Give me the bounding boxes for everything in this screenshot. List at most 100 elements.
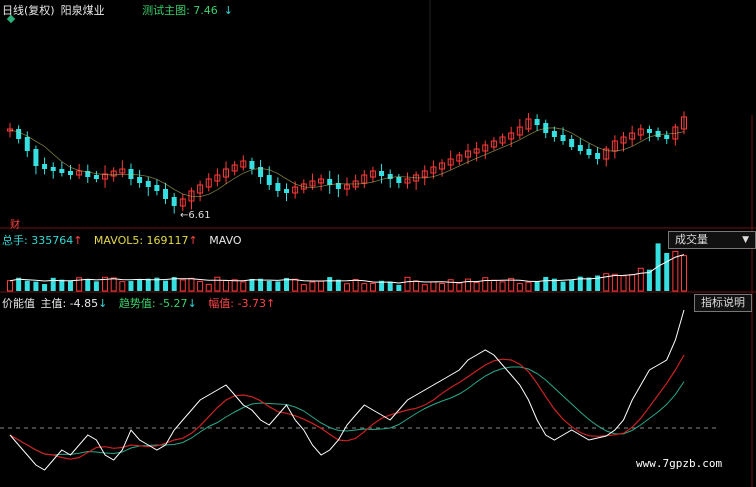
indicator-help-button[interactable]: 指标说明 (694, 294, 752, 312)
volume-bar-up (205, 283, 212, 292)
volume-bar-up (516, 283, 523, 292)
volume-bar-down (93, 281, 99, 291)
candle-body-up (214, 174, 221, 182)
candle-body-up (179, 198, 186, 207)
candle-body-down (284, 189, 290, 193)
candle-body-up (629, 132, 636, 140)
volume-bar-down (24, 280, 30, 291)
volume-bar-up (421, 284, 428, 292)
volume-bar-up (404, 276, 411, 292)
volume-bar-down (327, 277, 333, 291)
candle-body-up (300, 183, 307, 190)
watermark: www.7gpzb.com (636, 457, 723, 470)
trend-line (9, 366, 685, 456)
volume-bar-down (646, 269, 652, 291)
candle-body-down (50, 167, 56, 171)
volume-bar-up (508, 277, 515, 292)
candle-body-down (258, 167, 264, 177)
volume-bar-up (76, 277, 83, 292)
candle-body-down (67, 171, 73, 175)
volume-bar-up (681, 255, 687, 292)
candle-body-up (525, 118, 532, 130)
amplitude-line (9, 354, 685, 460)
volume-bar-up (300, 284, 307, 292)
volume-ma-path (9, 254, 685, 284)
candle-body-down (577, 145, 583, 151)
candle-body-up (516, 126, 523, 136)
candle-body-down (646, 129, 652, 133)
candle-body-up (369, 170, 376, 178)
mavol5-value: MAVOL5: 169117 (93, 234, 189, 247)
down-arrow-icon: ↓ (223, 4, 234, 17)
candle-body-up (102, 173, 109, 180)
volume-bar-down (387, 282, 393, 291)
volume-bar-up (482, 277, 489, 292)
candle-body-up (223, 168, 230, 178)
volume-bar-down (284, 277, 290, 291)
volume-bar-up (439, 283, 446, 292)
volume-indicator-dropdown[interactable]: 成交量 ▼ (668, 231, 756, 249)
volume-bar-up (292, 278, 299, 292)
volume-bar-down (396, 284, 402, 291)
candle-body-down (534, 119, 540, 125)
up-arrow-icon: ↑ (73, 234, 83, 247)
volume-bar-up (7, 280, 13, 292)
volume-bar-up (490, 279, 497, 292)
volume-bar-down (586, 277, 592, 291)
mavo-label: MAVO (209, 234, 242, 247)
trend-value: 趋势值: -5.27 (118, 297, 188, 310)
volume-bar-up (361, 283, 368, 292)
candle-body-up (499, 136, 506, 144)
volume-bar-up (525, 281, 532, 292)
down-arrow-icon: ↓ (98, 297, 108, 310)
volume-bar-up (611, 273, 618, 292)
volume-bar-up (447, 279, 454, 292)
candle-body-up (205, 178, 212, 188)
candle-body-up (490, 140, 497, 148)
candle-body-down (586, 149, 592, 155)
volume-bar-down (664, 252, 670, 291)
volume-bar-down (551, 278, 557, 291)
candle-body-down (163, 189, 169, 199)
volume-bar-down (145, 278, 151, 291)
volume-bar-down (379, 280, 385, 291)
chevron-down-icon: ▼ (742, 235, 749, 245)
candle-body-up (430, 166, 437, 174)
indicator-lines (9, 309, 685, 471)
candle-body-up (292, 186, 299, 194)
volume-bar-up (309, 281, 316, 292)
candle-body-down (655, 131, 661, 137)
candle-body-down (396, 177, 402, 183)
volume-bar-down (560, 281, 566, 291)
candle-body-down (664, 135, 670, 139)
volume-bar-up (672, 250, 679, 292)
volume-bar-up (110, 277, 117, 292)
volume-bar-down (171, 277, 177, 291)
period-label[interactable]: 日线(复权) (2, 4, 55, 17)
down-arrow-icon: ↓ (187, 297, 197, 310)
candle-body-down (335, 183, 341, 189)
volume-bar-down (249, 278, 255, 291)
volume-bar-up (318, 280, 325, 292)
volume-bar-down (16, 277, 22, 291)
candle-body-down (154, 185, 160, 191)
candle-body-down (59, 169, 65, 173)
volume-bar-down (33, 281, 39, 291)
test-main-value: 测试主图: 7.46 (142, 4, 218, 17)
volume-bar-up (464, 278, 471, 292)
volume-bar-up (223, 280, 230, 292)
candle-body-down (145, 181, 151, 187)
candle-body-up (421, 170, 428, 178)
candle-body-up (404, 178, 411, 184)
candle-body-down (16, 129, 22, 139)
volume-bar-up (231, 279, 238, 292)
candle-body-up (637, 128, 644, 136)
volume-bar-up (197, 280, 204, 292)
volume-bar-up (188, 277, 195, 292)
candle-body-down (85, 171, 91, 177)
volume-bar-up (179, 279, 186, 292)
volume-bar-up (629, 274, 636, 292)
candle-body-up (603, 148, 610, 160)
finance-marker[interactable]: 财 (10, 220, 20, 231)
